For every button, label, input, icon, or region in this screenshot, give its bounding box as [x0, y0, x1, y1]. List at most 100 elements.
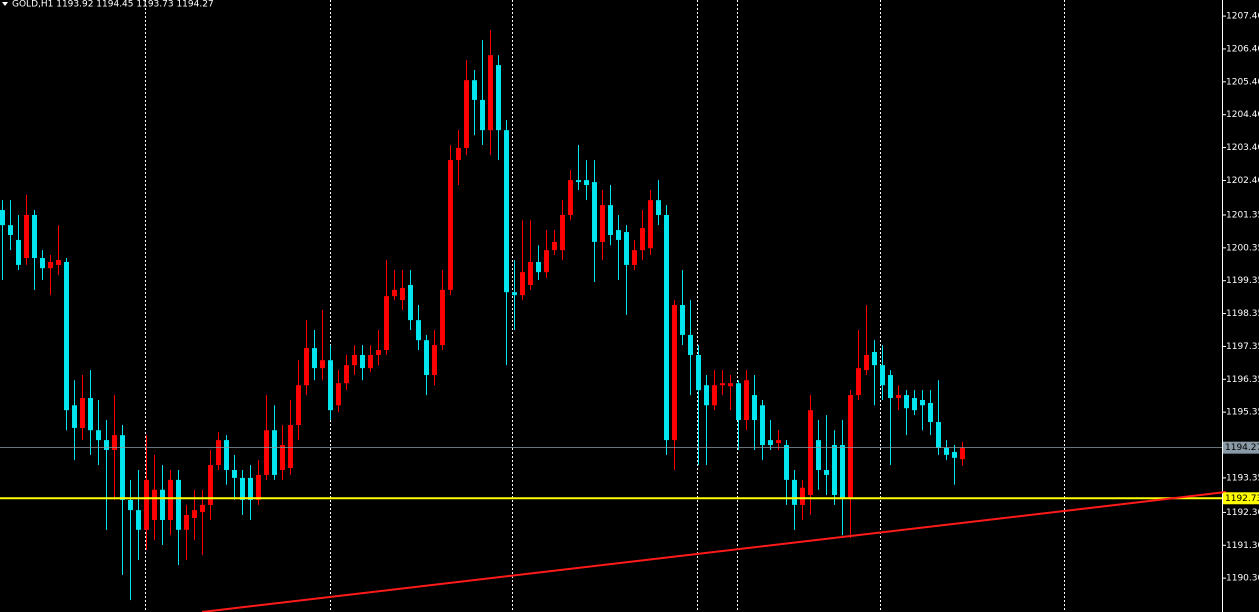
chart-title: GOLD,H1 1193.92 1194.45 1193.73 1194.27 [12, 0, 214, 10]
candle-body [768, 440, 773, 446]
candle-body [216, 440, 221, 466]
candle-body [520, 272, 525, 296]
candle-body [280, 445, 285, 471]
candle-body [328, 360, 333, 411]
candle-body [672, 305, 677, 441]
candle-body [456, 147, 461, 161]
candle-body [168, 479, 173, 520]
candle-body [952, 451, 957, 458]
candle-body [416, 320, 421, 341]
y-tick-label: 1202.40 [1226, 176, 1259, 186]
candle-body [856, 368, 861, 396]
candle-body [864, 354, 869, 371]
candle-body [536, 261, 541, 273]
y-tick-label: 1195.35 [1226, 408, 1259, 418]
candle-body [512, 292, 517, 296]
candle-body [352, 354, 357, 366]
candle-body [616, 230, 621, 240]
candle-body [592, 182, 597, 242]
y-tick-label: 1191.30 [1226, 541, 1259, 551]
candle-body [544, 250, 549, 273]
candle-body [632, 250, 637, 265]
candle-body [440, 289, 445, 346]
y-tick-label: 1196.35 [1226, 375, 1259, 385]
candle-body [904, 395, 909, 409]
candle-body [912, 398, 917, 411]
candle-body [776, 440, 781, 444]
candle-body [800, 487, 805, 505]
trend-line [201, 491, 1227, 612]
candle-body [920, 400, 925, 406]
candle-body [104, 440, 109, 450]
y-tick-label: 1190.30 [1226, 574, 1259, 584]
candle-body [288, 424, 293, 469]
candle-body [64, 261, 69, 411]
candle-body [192, 510, 197, 518]
candle-body [96, 430, 101, 441]
candle-body [496, 65, 501, 131]
candle-body [200, 504, 205, 513]
candle-body [264, 430, 269, 475]
candle-body [40, 258, 45, 269]
candle-body [128, 499, 133, 511]
candle-body [184, 515, 189, 530]
candle-body [736, 383, 741, 421]
candle-body [232, 470, 237, 478]
price-label-box [1223, 441, 1259, 454]
candle-body [808, 410, 813, 495]
candle-body [528, 261, 533, 285]
candle-body [928, 402, 933, 423]
candle-body [872, 352, 877, 366]
candle-body [48, 261, 53, 269]
y-tick-label: 1205.40 [1226, 77, 1259, 87]
candle-body [880, 365, 885, 386]
candle-body [704, 385, 709, 406]
candle-body [176, 479, 181, 530]
y-tick-label: 1193.35 [1226, 473, 1259, 483]
symbol-icon [2, 2, 8, 6]
candle-body [88, 398, 93, 431]
candle-body [624, 232, 629, 265]
candle-body [840, 445, 845, 498]
y-tick-label: 1198.35 [1226, 309, 1259, 319]
candle-body [696, 354, 701, 391]
candle-body [600, 205, 605, 242]
price-label: 1192.73 [1225, 494, 1259, 504]
candle-body [608, 205, 613, 236]
candle-body [344, 365, 349, 384]
candle-body [584, 180, 589, 186]
candle-body [312, 348, 317, 369]
candle-body [56, 259, 61, 265]
candle-body [448, 160, 453, 290]
candle-body [240, 477, 245, 500]
candle-body [160, 489, 165, 520]
candle-body [720, 383, 725, 386]
candle-body [744, 380, 749, 421]
candle-body [664, 214, 669, 441]
candle-body [224, 440, 229, 471]
candle-body [816, 440, 821, 471]
candle-body [368, 354, 373, 369]
candle-body [432, 345, 437, 376]
y-tick-label: 1201.35 [1226, 210, 1259, 220]
y-tick-label: 1200.35 [1226, 243, 1259, 253]
candle-body [112, 435, 117, 450]
candle-body [8, 225, 13, 236]
candle-body [784, 445, 789, 480]
y-tick-label: 1206.40 [1226, 44, 1259, 54]
candle-body [424, 340, 429, 376]
candle-body [752, 395, 757, 421]
candle-body [568, 180, 573, 215]
y-tick-label: 1197.35 [1226, 342, 1259, 352]
candle-body [504, 130, 509, 293]
candle-body [256, 474, 261, 500]
candle-body [680, 305, 685, 335]
candle-body [392, 289, 397, 297]
candle-body [824, 470, 829, 475]
candle-body [120, 435, 125, 500]
candle-body [136, 510, 141, 530]
y-tick-label: 1203.40 [1226, 143, 1259, 153]
candle-body [248, 477, 253, 500]
